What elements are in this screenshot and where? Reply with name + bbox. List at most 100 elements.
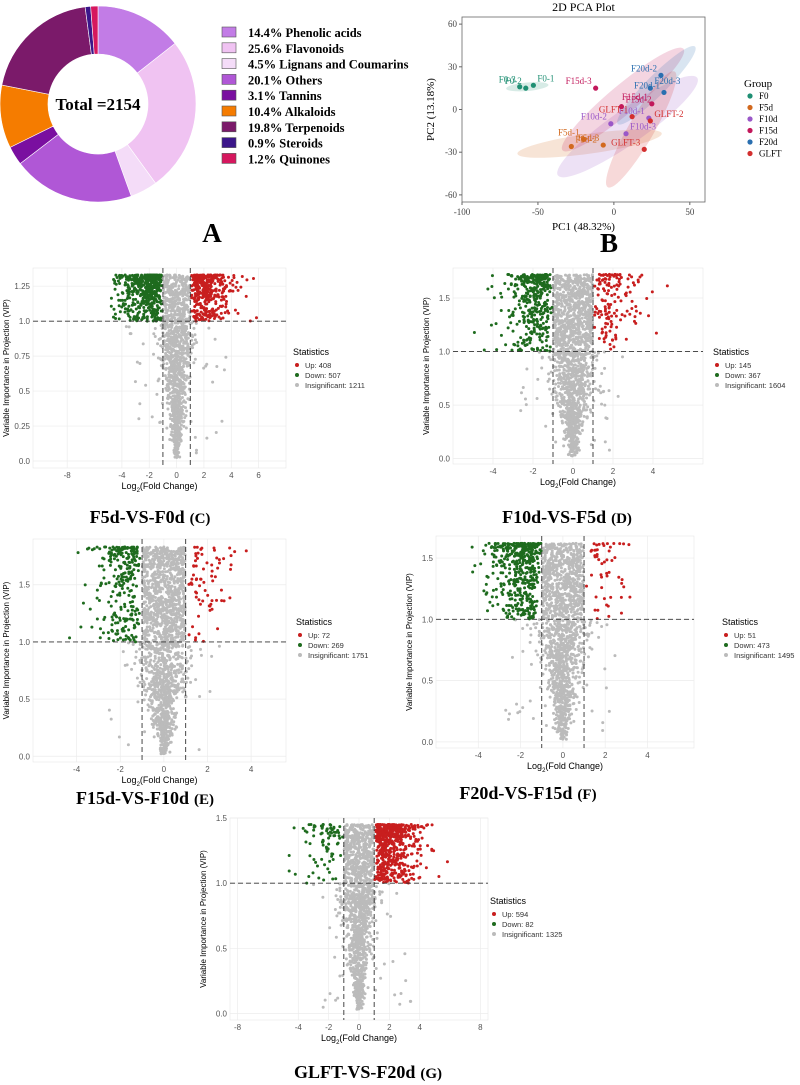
- legend-swatch-25-6-flavonoids: [221, 42, 237, 54]
- volcano-d-point-down: [516, 287, 520, 291]
- volcano-c-point-up: [213, 282, 217, 286]
- volcano-d-point-insignificant: [582, 368, 586, 372]
- volcano-d-point-down: [535, 282, 539, 286]
- volcano-c-point-up: [209, 283, 213, 287]
- volcano-c-point-down: [109, 296, 113, 300]
- volcano-c-point-insignificant: [124, 325, 128, 329]
- volcano-c-point-up: [216, 293, 220, 297]
- pca-ellipse-glft: [606, 71, 677, 188]
- volcano-c-point-up: [214, 287, 218, 291]
- volcano-c-point-down: [144, 292, 148, 296]
- volcano-d-point-down: [489, 323, 493, 327]
- volcano-c-point-insignificant: [182, 282, 186, 286]
- volcano-d-point-insignificant: [554, 395, 558, 399]
- volcano-d-point-down: [524, 294, 528, 298]
- volcano-c-point-down: [141, 297, 145, 301]
- volcano-c-point-insignificant: [179, 411, 183, 415]
- volcano-c-point-up: [221, 295, 225, 299]
- volcano-c-point-insignificant: [191, 346, 195, 350]
- pca-point-label-glft-3: GLFT-3: [611, 137, 641, 147]
- pca-ellipse-f10d: [557, 75, 698, 178]
- volcano-d-point-insignificant: [570, 407, 574, 411]
- pca-point-glft-2: [647, 118, 653, 124]
- volcano-c-point-insignificant: [159, 344, 163, 348]
- volcano-d-point-up: [619, 299, 623, 303]
- volcano-d-point-insignificant: [555, 374, 559, 378]
- volcano-c-point-down: [159, 273, 163, 277]
- volcano-c-point-down: [131, 290, 135, 294]
- volcano-e-point-insignificant: [175, 696, 179, 700]
- volcano-c-point-insignificant: [173, 373, 177, 377]
- volcano-d-point-insignificant: [596, 351, 600, 355]
- pca-point-f5d-2: [568, 143, 574, 150]
- volcano-d-point-down: [519, 336, 523, 340]
- volcano-c-point-insignificant: [185, 303, 189, 307]
- volcano-d-point-insignificant: [591, 321, 595, 325]
- volcano-c-point-down: [133, 282, 137, 286]
- volcano-d-point-insignificant: [556, 360, 560, 364]
- volcano-d-point-insignificant: [553, 286, 557, 290]
- volcano-c-point-down: [143, 295, 147, 299]
- volcano-d-point-insignificant: [579, 310, 583, 314]
- volcano-c-point-down: [112, 278, 116, 282]
- volcano-d-point-down: [532, 326, 536, 330]
- volcano-d-point-down: [504, 343, 508, 347]
- volcano-d-point-down: [540, 304, 544, 308]
- volcano-c-point-insignificant: [171, 303, 175, 307]
- volcano-c-point-insignificant: [171, 348, 175, 352]
- volcano-d-point-down: [499, 309, 503, 313]
- volcano-c-point-down: [123, 310, 127, 314]
- volcano-c-point-down: [113, 287, 117, 291]
- volcano-c-point-insignificant: [165, 401, 169, 405]
- volcano-c-point-insignificant: [173, 370, 177, 374]
- volcano-c-point-insignificant: [173, 328, 177, 332]
- volcano-d-point-insignificant: [557, 302, 561, 306]
- volcano-d-point-down: [534, 275, 538, 279]
- volcano-c-point-up: [206, 284, 210, 288]
- volcano-d-point-down: [509, 283, 513, 287]
- volcano-d-point-up: [634, 321, 638, 325]
- volcano-d-point-insignificant: [616, 394, 620, 398]
- volcano-d-point-down: [534, 309, 538, 313]
- volcano-c-point-up: [208, 288, 212, 292]
- pca-point-f10d-2: [608, 121, 614, 127]
- volcano-c-point-insignificant: [168, 417, 172, 421]
- volcano-d-point-insignificant: [573, 445, 577, 449]
- volcano-d-legend-label-insignificant-1604: Insignificant: 1604: [725, 381, 785, 390]
- volcano-c-point-insignificant: [153, 335, 157, 339]
- volcano-d-point-up: [610, 314, 614, 318]
- volcano-d-point-insignificant: [523, 397, 527, 401]
- volcano-d-point-insignificant: [575, 337, 579, 341]
- volcano-d-point-up: [608, 329, 612, 333]
- volcano-d-point-up: [628, 312, 632, 316]
- volcano-d-point-up: [595, 307, 599, 311]
- pca-ytick-label: -30: [445, 147, 457, 157]
- panel-letter-b: B: [600, 228, 618, 258]
- volcano-d-point-up: [619, 318, 623, 322]
- pca-point-label-glft-2: GLFT-2: [654, 109, 683, 119]
- volcano-d-point-insignificant: [590, 294, 594, 298]
- volcano-c-point-down: [112, 307, 116, 311]
- volcano-c-point-down: [126, 278, 130, 282]
- volcano-c-point-up: [240, 275, 244, 279]
- volcano-d-point-up: [597, 315, 601, 319]
- volcano-d-point-up: [633, 315, 637, 319]
- volcano-e-point-insignificant: [153, 654, 157, 658]
- pca-point-f15d-3: [593, 85, 599, 91]
- volcano-d-point-insignificant: [553, 386, 557, 390]
- volcano-d-point-down: [529, 330, 533, 334]
- volcano-d-point-up: [603, 299, 607, 303]
- volcano-d-point-down: [486, 287, 490, 291]
- volcano-c-point-down: [131, 310, 135, 314]
- volcano-d-point-up: [600, 327, 604, 331]
- volcano-d-point-insignificant: [567, 395, 571, 399]
- volcano-d-point-down: [528, 300, 532, 304]
- volcano-c-point-insignificant: [181, 294, 185, 298]
- volcano-c-point-up: [211, 297, 215, 301]
- volcano-e-point-insignificant: [155, 572, 159, 576]
- volcano-d-point-insignificant: [587, 303, 591, 307]
- volcano-c-point-up: [234, 285, 238, 289]
- volcano-d-point-up: [608, 343, 612, 347]
- legend-label-4-5-lignans-and-coumarins: 4.5% Lignans and Coumarins: [248, 58, 409, 72]
